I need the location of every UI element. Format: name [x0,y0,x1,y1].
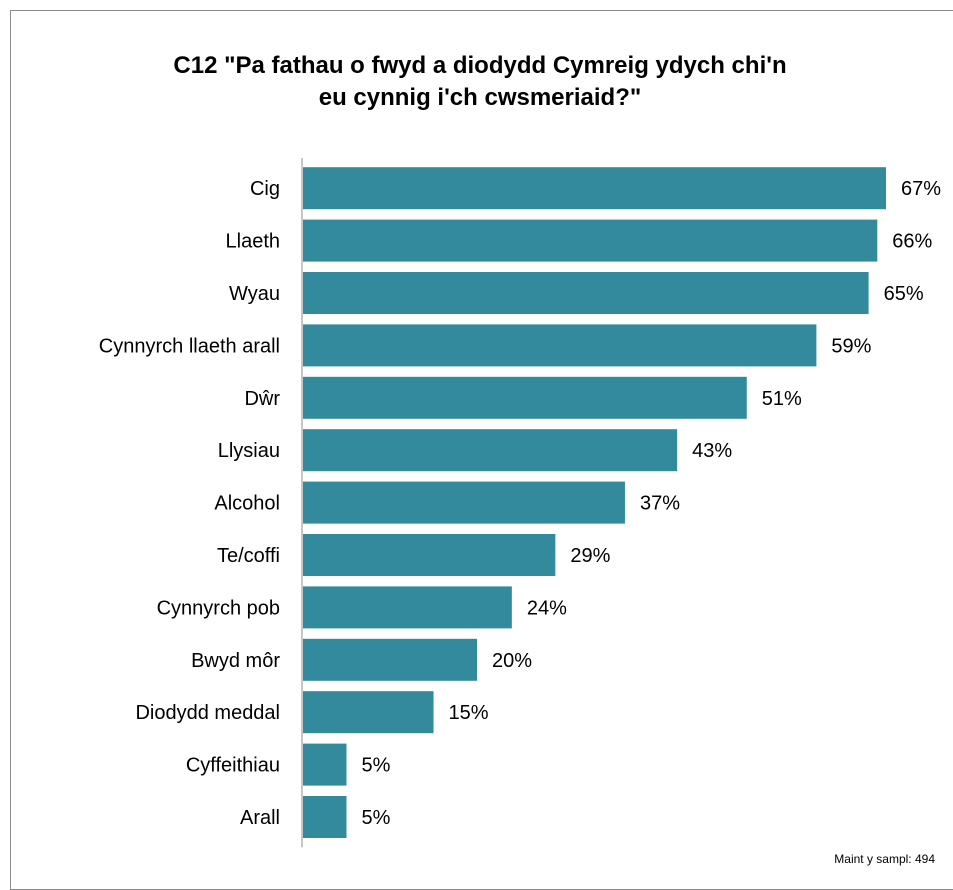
bar [303,586,512,629]
bar [303,167,886,210]
chart-title-line-2: eu cynnig i'ch cwsmeriaid?" [318,84,642,111]
bar [303,376,747,419]
category-label: Wyau [229,283,280,305]
data-label: 37% [640,493,680,515]
bar [303,481,625,524]
category-label: Alcohol [214,493,280,515]
category-label: Cynnyrch pob [157,597,280,619]
data-label: 20% [492,650,532,672]
category-label: Bwyd môr [191,650,280,672]
category-label: Llysiau [218,440,280,462]
category-label: Diodydd meddal [135,702,280,724]
bar [303,796,347,838]
bar [303,691,434,734]
data-label: 29% [570,545,610,567]
category-label: Dŵr [244,388,280,410]
category-label: Cyffeithiau [186,755,280,777]
bar [303,638,478,681]
data-label: 24% [527,597,567,619]
data-label: 43% [692,440,732,462]
bar [303,272,869,314]
category-label: Cig [250,178,280,200]
data-label: 15% [449,702,489,724]
data-label: 5% [362,807,391,829]
sample-size-note: Maint y sampl: 494 [834,852,935,866]
category-label: Arall [240,807,280,829]
chart-title: C12 "Pa fathau o fwyd a diodydd Cymreig … [130,50,830,114]
data-label: 5% [362,755,391,777]
category-label: Te/coffi [217,545,280,567]
bar [303,324,817,367]
bar [303,219,878,262]
bar [303,534,556,576]
data-label: 67% [901,178,941,200]
data-label: 59% [831,335,871,357]
category-label: Cynnyrch llaeth arall [99,335,280,357]
data-label: 51% [762,388,802,410]
category-label: Llaeth [226,231,281,253]
bar [303,429,678,472]
data-label: 66% [892,231,932,253]
bar [303,743,347,786]
data-label: 65% [884,283,924,305]
chart-title-line-1: C12 "Pa fathau o fwyd a diodydd Cymreig … [173,52,787,79]
